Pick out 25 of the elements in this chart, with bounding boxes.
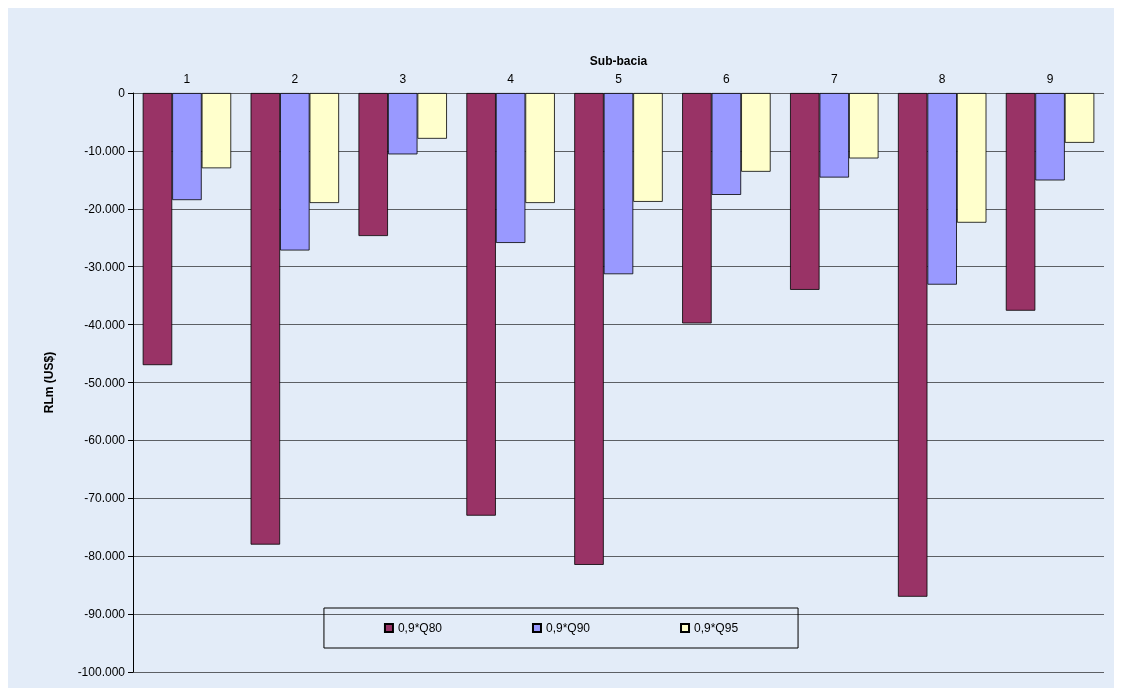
x-tick-label: 2 — [291, 72, 299, 86]
y-tick-label: -10.000 — [84, 143, 126, 158]
y-tick-label: -70.000 — [84, 491, 126, 506]
y-tick-label: -20.000 — [84, 201, 126, 216]
y-tick-label: -30.000 — [84, 259, 126, 274]
legend-label: 0,9*Q90 — [545, 621, 591, 635]
x-tick-label: 7 — [830, 72, 838, 86]
y-tick-label: -40.000 — [84, 317, 126, 332]
x-tick-label: 6 — [723, 72, 731, 86]
y-tick-label: -80.000 — [84, 549, 126, 564]
x-tick-label: 1 — [183, 72, 191, 86]
y-tick-label: -100.000 — [77, 665, 126, 679]
y-tick-label: -60.000 — [84, 433, 126, 448]
y-axis-title: RLm (US$) — [42, 351, 56, 414]
x-tick-label: 3 — [399, 72, 407, 86]
x-tick-label: 9 — [1046, 72, 1054, 86]
y-tick-label: -50.000 — [84, 375, 126, 390]
legend-label: 0,9*Q95 — [694, 621, 739, 635]
x-axis-title: Sub-bacia — [589, 54, 648, 68]
x-tick-label: 8 — [938, 72, 946, 86]
x-tick-label: 5 — [615, 72, 623, 86]
y-tick-label: 0 — [118, 86, 126, 100]
x-tick-label: 4 — [507, 72, 515, 86]
legend-label: 0,9*Q80 — [397, 621, 443, 635]
y-tick-label: -90.000 — [84, 607, 126, 622]
